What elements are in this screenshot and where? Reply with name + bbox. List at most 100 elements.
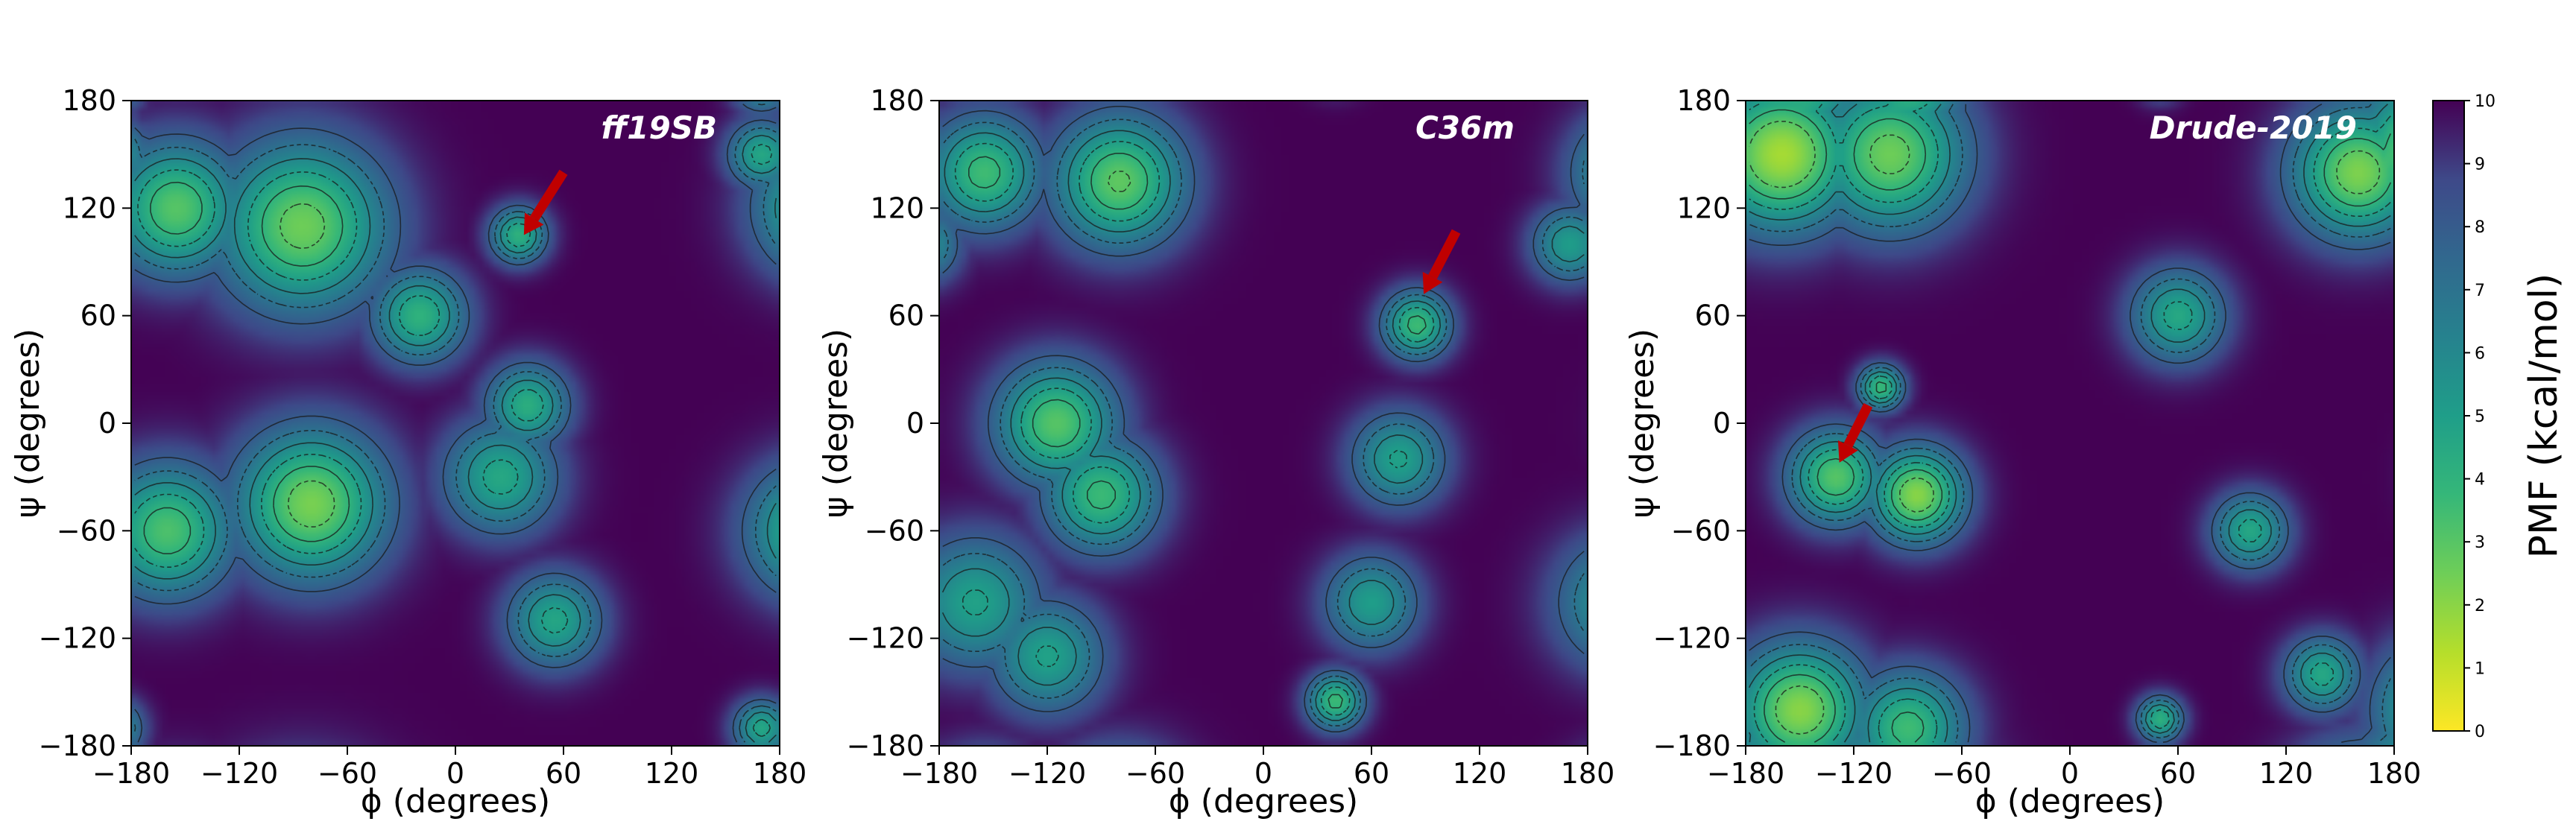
arrow-shaft (1843, 403, 1873, 448)
x-tick-label: 60 (546, 757, 581, 790)
colorbar-tick-label: 1 (2475, 659, 2485, 678)
pmf-heatmap (131, 101, 780, 746)
panel-title: ff19SB (601, 110, 717, 146)
colorbar-tick-label: 8 (2475, 218, 2485, 237)
panel-title: C36m (1415, 110, 1515, 146)
x-ticks: −180 −120 −60 0 60 120 180 (1707, 746, 2421, 790)
x-tick-label: 0 (446, 757, 464, 790)
x-tick-label: 180 (2367, 757, 2422, 790)
panel-title: Drude-2019 (2150, 110, 2357, 146)
x-tick-label: 120 (2259, 757, 2314, 790)
y-tick-label: −180 (39, 729, 116, 762)
panel-ff19sb: −180 −120 −60 0 60 120 180 −180 −120 −60 0 60 120 18… (9, 84, 806, 820)
contour-level (942, 118, 1585, 726)
y-tick-label: 60 (80, 300, 116, 332)
y-tick-label: 120 (1676, 191, 1731, 224)
contour-level (1749, 104, 2391, 743)
contour-lines (1749, 104, 2391, 743)
arrow-marker (1422, 229, 1461, 294)
pmf-heatmap (1746, 101, 2394, 746)
x-tick-label: −120 (1008, 757, 1086, 790)
contour-level (1108, 171, 1131, 192)
y-tick-label: 180 (870, 84, 924, 117)
x-tick-label: 60 (1354, 757, 1389, 790)
pmf-heatmap (939, 101, 1588, 746)
y-tick-label: 0 (1713, 407, 1731, 440)
colorbar-tick-label: 2 (2475, 597, 2485, 615)
x-ticks: −180 −120 −60 0 60 120 180 (900, 746, 1614, 790)
x-tick-label: −60 (318, 757, 377, 790)
x-tick-label: 120 (1453, 757, 1507, 790)
y-tick-label: −60 (865, 514, 924, 547)
x-axis-label: ϕ (degrees) (361, 782, 550, 820)
y-tick-label: −120 (1653, 622, 1731, 655)
x-tick-label: −120 (201, 757, 278, 790)
arrow-shaft (1428, 229, 1461, 279)
x-tick-label: −180 (900, 757, 978, 790)
x-tick-label: −60 (1932, 757, 1992, 790)
y-tick-label: 60 (1695, 300, 1731, 332)
x-tick-label: 180 (1561, 757, 1615, 790)
colorbar-tick-label: 9 (2475, 156, 2485, 174)
colorbar-tick-label: 10 (2475, 92, 2496, 111)
colorbar: 0 1 2 3 4 5 6 7 8 9 10 PMF (kcal/mol) (2432, 92, 2566, 741)
x-axis-label: ϕ (degrees) (1975, 782, 2165, 820)
panel-drude-2019: −180 −120 −60 0 60 120 180 −180 −120 −60 0 60 120 18… (1623, 84, 2421, 820)
contour-lines (134, 104, 777, 743)
y-axis-label: ψ (degrees) (1623, 329, 1661, 518)
arrow-marker (1837, 403, 1873, 463)
y-tick-label: 180 (1676, 84, 1731, 117)
contour-level (1749, 121, 2381, 735)
y-tick-label: −120 (847, 622, 924, 655)
panel-c36m: −180 −120 −60 0 60 120 180 −180 −120 −60 0 60 120 18… (817, 84, 1614, 820)
colorbar-tick-label: 7 (2475, 282, 2485, 300)
contour-level (968, 153, 1427, 709)
contour-level (143, 181, 350, 554)
x-tick-label: 0 (2061, 757, 2079, 790)
x-tick-label: −60 (1126, 757, 1185, 790)
y-tick-label: −120 (39, 622, 116, 655)
x-axis-label: ϕ (degrees) (1169, 782, 1358, 820)
x-tick-label: 120 (645, 757, 699, 790)
arrow-head (1422, 271, 1443, 294)
y-axis-label: ψ (degrees) (9, 329, 47, 518)
colorbar-tick-label: 5 (2475, 408, 2485, 426)
contour-lines (942, 106, 1585, 732)
colorbar-ticks: 0 1 2 3 4 5 6 7 8 9 10 (2464, 92, 2496, 741)
y-tick-label: −60 (1671, 514, 1731, 547)
colorbar-gradient (2432, 100, 2465, 732)
x-ticks: −180 −120 −60 0 60 120 180 (92, 746, 806, 790)
contour-level (942, 106, 1585, 732)
x-tick-label: −180 (92, 757, 170, 790)
contour-level (134, 134, 777, 743)
y-tick-label: 0 (98, 407, 116, 440)
y-axis-label: ψ (degrees) (817, 329, 855, 518)
contour-level (134, 104, 777, 743)
arrow-head (523, 212, 544, 235)
contour-level (1749, 104, 2391, 743)
contour-level (942, 130, 1585, 721)
colorbar-tick-label: 3 (2475, 533, 2485, 552)
y-tick-label: −180 (1653, 729, 1731, 762)
y-tick-label: 180 (62, 84, 116, 117)
x-tick-label: −180 (1707, 757, 1784, 790)
colorbar-tick-label: 6 (2475, 344, 2485, 363)
colorbar-label: PMF (kcal/mol) (2522, 273, 2566, 559)
arrow-shaft (530, 169, 568, 221)
y-tick-label: 0 (906, 407, 924, 440)
x-tick-label: 180 (753, 757, 807, 790)
contour-level (134, 143, 773, 738)
y-tick-label: 120 (870, 191, 924, 224)
contour-level (1749, 104, 2391, 743)
contour-level (954, 141, 1435, 716)
x-tick-label: −120 (1815, 757, 1892, 790)
arrow-head (1837, 440, 1858, 463)
y-tick-label: 120 (62, 191, 116, 224)
x-tick-label: 0 (1254, 757, 1272, 790)
contour-level (134, 104, 777, 743)
y-ticks: −180 −120 −60 0 60 120 180 (847, 84, 939, 762)
colorbar-tick-label: 4 (2475, 471, 2485, 490)
arrow-marker (523, 169, 568, 235)
colorbar-tick-label: 0 (2475, 723, 2485, 741)
